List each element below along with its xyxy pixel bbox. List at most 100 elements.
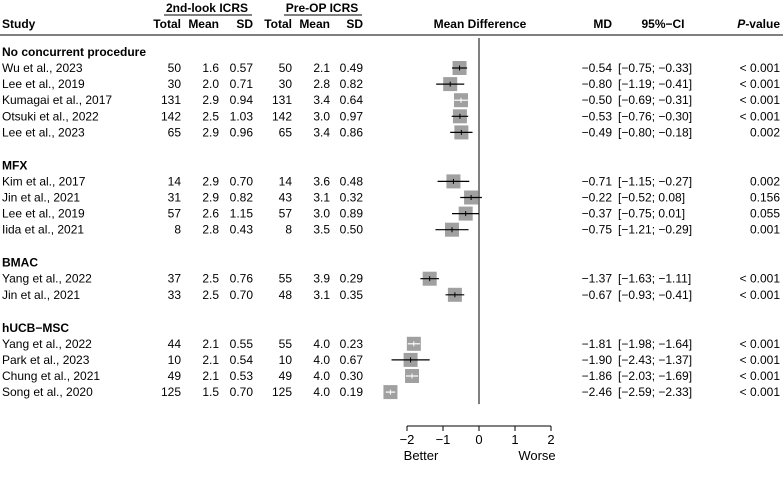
study-label: Yang et al., 2022 [2, 272, 92, 286]
total-1-cell: 65 [168, 125, 182, 139]
mean-1-cell: 2.1 [202, 353, 219, 367]
sd-2-cell: 0.35 [340, 288, 364, 302]
ci-cell: [−0.93; −0.41] [618, 288, 692, 302]
sd-2-cell: 0.67 [340, 353, 364, 367]
mean-1-cell: 2.1 [202, 369, 219, 383]
mean-2-cell: 4.0 [313, 353, 330, 367]
sd-2-cell: 0.97 [340, 109, 364, 123]
study-label: Kumagai et al., 2017 [2, 93, 112, 107]
header-p-value: P-value [737, 17, 780, 31]
header-total-2: Total [264, 17, 292, 31]
header-mean-difference: Mean Difference [434, 17, 527, 31]
total-2-cell: 49 [279, 369, 293, 383]
md-cell: −0.67 [582, 288, 613, 302]
x-tick-label: 2 [547, 432, 554, 447]
md-cell: −0.53 [582, 109, 613, 123]
header-sd-2: SD [346, 17, 363, 31]
total-2-cell: 14 [279, 174, 293, 188]
total-1-cell: 8 [174, 223, 181, 237]
md-cell: −0.22 [582, 191, 613, 205]
mean-1-cell: 2.8 [202, 223, 219, 237]
total-2-cell: 57 [279, 207, 293, 221]
mean-2-cell: 3.0 [313, 109, 330, 123]
column-headers: 2nd-look ICRS Pre-OP ICRS Study Total Me… [0, 1, 783, 36]
plot-area [383, 38, 482, 405]
p-value-cell: < 0.001 [740, 272, 781, 286]
mean-2-cell: 3.4 [313, 125, 330, 139]
mean-1-cell: 2.9 [202, 93, 219, 107]
md-cell: −0.71 [582, 174, 613, 188]
mean-2-cell: 4.0 [313, 337, 330, 351]
sd-2-cell: 0.89 [340, 207, 364, 221]
sd-1-cell: 0.76 [230, 272, 254, 286]
md-cell: −2.46 [582, 385, 613, 399]
study-label: Park et al., 2023 [2, 353, 90, 367]
total-2-cell: 50 [279, 61, 293, 75]
mean-1-cell: 2.9 [202, 125, 219, 139]
study-label: Song et al., 2020 [2, 385, 93, 399]
ci-cell: [−1.15; −0.27] [618, 174, 692, 188]
mean-2-cell: 3.0 [313, 207, 330, 221]
p-value-cell: < 0.001 [740, 353, 781, 367]
header-total-1: Total [153, 17, 181, 31]
worse-label: Worse [518, 448, 555, 463]
p-value-cell: 0.001 [750, 223, 780, 237]
study-label: Otsuki et al., 2022 [2, 109, 99, 123]
md-cell: −1.90 [582, 353, 613, 367]
mean-2-cell: 4.0 [313, 369, 330, 383]
sd-2-cell: 0.49 [340, 61, 364, 75]
ci-cell: [−1.63; −1.11] [618, 272, 691, 286]
sd-2-cell: 0.23 [340, 337, 364, 351]
sd-1-cell: 0.70 [230, 288, 254, 302]
total-1-cell: 31 [168, 191, 182, 205]
sd-2-cell: 0.64 [340, 93, 364, 107]
x-tick-label: −2 [400, 432, 415, 447]
total-2-cell: 48 [279, 288, 293, 302]
sd-1-cell: 0.94 [230, 93, 254, 107]
total-1-cell: 14 [168, 174, 182, 188]
total-2-cell: 43 [279, 191, 293, 205]
md-cell: −0.75 [582, 223, 613, 237]
header-ci: 95%−CI [641, 17, 684, 31]
sd-1-cell: 0.43 [230, 223, 254, 237]
study-label: Jin et al., 2021 [2, 288, 80, 302]
study-label: Chung et al., 2021 [2, 369, 100, 383]
p-value-cell: < 0.001 [740, 77, 781, 91]
mean-2-cell: 3.5 [313, 223, 330, 237]
sd-2-cell: 0.32 [340, 191, 364, 205]
ci-cell: [−1.98; −1.64] [618, 337, 692, 351]
md-cell: −0.50 [582, 93, 613, 107]
study-label: Lee et al., 2019 [2, 207, 85, 221]
x-tick-label: −1 [436, 432, 451, 447]
ci-cell: [−0.76; −0.30] [618, 109, 692, 123]
sd-1-cell: 1.03 [230, 109, 254, 123]
ci-cell: [−2.43; −1.37] [618, 353, 692, 367]
total-2-cell: 131 [272, 93, 292, 107]
md-cell: −0.80 [582, 77, 613, 91]
ci-cell: [−0.80; −0.18] [618, 125, 692, 139]
sd-2-cell: 0.29 [340, 272, 364, 286]
sd-1-cell: 0.53 [230, 369, 254, 383]
ci-cell: [−1.19; −0.41] [618, 77, 692, 91]
total-2-cell: 30 [279, 77, 293, 91]
p-value-cell: < 0.001 [740, 109, 781, 123]
md-cell: −0.49 [582, 125, 613, 139]
sd-1-cell: 0.96 [230, 125, 254, 139]
sd-1-cell: 0.55 [230, 337, 254, 351]
sd-1-cell: 0.82 [230, 191, 254, 205]
mean-1-cell: 2.9 [202, 191, 219, 205]
ci-cell: [−2.59; −2.33] [618, 385, 692, 399]
ci-cell: [−1.21; −0.29] [618, 223, 692, 237]
p-value-cell: < 0.001 [740, 288, 781, 302]
study-rows: No concurrent procedure Wu et al., 2023 50… [2, 45, 780, 399]
p-value-cell: < 0.001 [740, 93, 781, 107]
p-value-cell: 0.055 [750, 207, 780, 221]
total-2-cell: 65 [279, 125, 293, 139]
header-p-rest: -value [745, 17, 780, 31]
sd-1-cell: 0.57 [230, 61, 254, 75]
p-value-cell: < 0.001 [740, 369, 781, 383]
total-1-cell: 10 [168, 353, 182, 367]
ci-cell: [−0.75; 0.01] [618, 207, 685, 221]
mean-2-cell: 3.6 [313, 174, 330, 188]
header-group-pre-op: Pre-OP ICRS [286, 1, 358, 15]
